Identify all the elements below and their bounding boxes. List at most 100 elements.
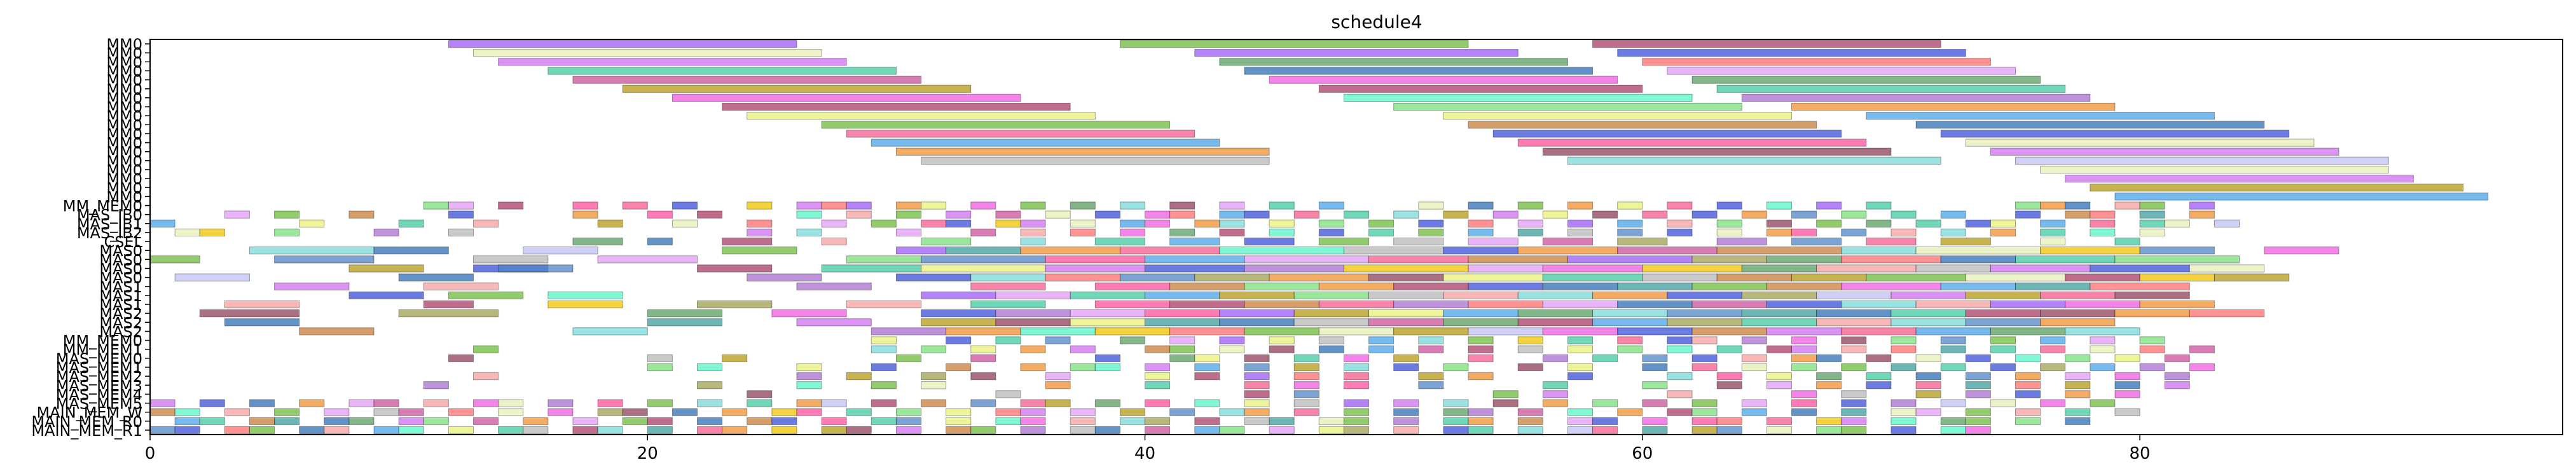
gantt-bar: [1542, 264, 1643, 273]
gantt-bar: [1766, 255, 1842, 264]
gantt-bar: [846, 300, 922, 309]
y-tick-label: CSEL: [104, 233, 142, 251]
gantt-bar: [1592, 309, 1668, 318]
gantt-bar: [1020, 363, 1046, 372]
gantt-bar: [1094, 426, 1120, 435]
gantt-bar: [846, 426, 872, 435]
gantt-bar: [149, 426, 176, 435]
gantt-bar: [1841, 408, 1867, 416]
x-tick-label: 60: [1632, 444, 1653, 463]
gantt-bar: [1070, 363, 1096, 372]
gantt-bar: [1418, 336, 1444, 344]
gantt-bar: [1393, 300, 1469, 309]
gantt-bar: [2090, 184, 2464, 192]
gantt-bar: [846, 372, 872, 381]
gantt-bar: [771, 408, 797, 416]
y-tick-label: MM0: [106, 98, 142, 116]
gantt-bar: [1542, 210, 1568, 219]
gantt-bar: [1244, 300, 1319, 309]
gantt-bar: [1841, 327, 1917, 335]
gantt-bar: [1244, 255, 1370, 264]
gantt-bar: [995, 417, 1021, 425]
gantt-bar: [199, 399, 225, 407]
gantt-bar: [1368, 291, 1444, 300]
gantt-bar: [1468, 327, 1543, 335]
gantt-bar: [821, 426, 847, 435]
gantt-bar: [1145, 318, 1220, 327]
gantt-bar: [1269, 201, 1295, 210]
gantt-bar: [498, 264, 574, 273]
gantt-bar: [796, 399, 822, 407]
gantt-bar: [1045, 273, 1120, 281]
gantt-bar: [1567, 417, 1594, 425]
gantt-bar: [523, 426, 549, 435]
gantt-bar: [622, 85, 972, 93]
gantt-bar: [472, 219, 499, 227]
gantt-bar: [1791, 336, 1817, 344]
gantt-bar: [1691, 255, 1767, 264]
gantt-bar: [1791, 273, 1867, 281]
gantt-bar: [1468, 408, 1494, 416]
y-tick-label: MAS2: [99, 323, 142, 341]
y-tick-label: MAS_MEM2: [56, 368, 142, 386]
gantt-bar: [472, 399, 499, 407]
gantt-bar: [921, 255, 1046, 264]
gantt-bar: [2040, 219, 2066, 227]
gantt-bar: [696, 399, 723, 407]
gantt-bar: [796, 381, 822, 389]
gantt-bar: [1169, 210, 1195, 219]
gantt-bar: [1492, 399, 1519, 407]
gantt-bar: [1244, 264, 1344, 273]
gantt-bar: [1567, 255, 1693, 264]
gantt-bar: [1443, 417, 1469, 425]
gantt-bar: [2065, 408, 2091, 416]
y-tick-label: MAS_MEM0: [56, 350, 142, 368]
gantt-bar: [747, 201, 773, 210]
gantt-bar: [970, 372, 996, 381]
gantt-bar: [1020, 237, 1046, 246]
gantt-bar: [1169, 408, 1195, 416]
gantt-bar: [1169, 300, 1245, 309]
gantt-bar: [821, 399, 847, 407]
gantt-bar: [572, 237, 623, 246]
gantt-bar: [1915, 381, 1941, 389]
gantt-bar: [622, 408, 648, 416]
gantt-bar: [1293, 363, 1319, 372]
gantt-bar: [2189, 201, 2215, 210]
gantt-bar: [970, 228, 996, 237]
gantt-bar: [2114, 291, 2190, 300]
gantt-bar: [1343, 399, 1370, 407]
gantt-bar: [1070, 345, 1096, 353]
gantt-bar: [1766, 381, 1792, 389]
gantt-bar: [1517, 408, 1543, 416]
gantt-bar: [324, 426, 350, 435]
gantt-bar: [895, 417, 922, 425]
gantt-bar: [1219, 219, 1245, 227]
gantt-bar: [2015, 354, 2041, 362]
gantt-bar: [647, 426, 673, 435]
y-tick-label: MM0: [106, 152, 142, 170]
gantt-bar: [1866, 201, 1892, 210]
gantt-bar: [2114, 390, 2140, 398]
gantt-bar: [747, 417, 773, 425]
y-tick-label: MAIN_MEM_R0: [31, 413, 142, 431]
gantt-bar: [1816, 426, 1842, 435]
gantt-bar: [1542, 381, 1568, 389]
gantt-bar: [1343, 363, 1370, 372]
gantt-bar: [1741, 318, 1817, 327]
gantt-bar: [2015, 255, 2116, 264]
gantt-bar: [1617, 300, 1693, 309]
gantt-bar: [1791, 210, 1817, 219]
gantt-bar: [1070, 201, 1096, 210]
gantt-bar: [1940, 228, 1966, 237]
gantt-bar: [796, 363, 822, 372]
gantt-bar: [1393, 417, 1419, 425]
gantt-bar: [622, 417, 648, 425]
gantt-bar: [224, 426, 250, 435]
gantt-bar: [696, 210, 723, 219]
gantt-bar: [1741, 210, 1767, 219]
gantt-bar: [1716, 381, 1742, 389]
gantt-bar: [1841, 363, 1867, 372]
gantt-bar: [696, 426, 723, 435]
y-tick-label: MM0: [106, 125, 142, 143]
